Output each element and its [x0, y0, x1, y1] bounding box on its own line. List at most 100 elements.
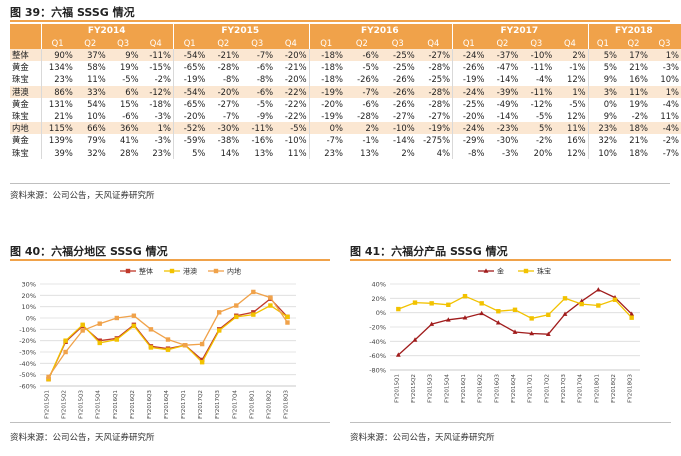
series-point: [80, 322, 85, 327]
series-point: [429, 301, 434, 306]
table-cell: -28%: [428, 98, 451, 109]
x-tick-label: FY2016Q1: [113, 390, 119, 419]
table-cell: -30%: [207, 122, 242, 135]
chart41-svg: -80% -60% -40% -20% 0% 20% 40% FY2015Q1 FY2015Q2…: [369, 267, 640, 403]
table-cell: -1%: [362, 135, 379, 146]
table-cell: -5%: [275, 122, 310, 135]
table-cell: -18%: [308, 49, 345, 62]
y-tick-label: -20%: [369, 324, 386, 332]
table-cell: -20%: [207, 85, 242, 98]
table-cell: -38%: [217, 135, 240, 146]
series-point: [234, 303, 239, 308]
series-point: [165, 337, 171, 342]
quarter-header: Q3: [380, 37, 417, 49]
x-tick-label: FY2018Q1: [249, 390, 255, 419]
x-tick-label: FY2017Q3: [215, 390, 221, 419]
table-cell: 39%: [41, 146, 75, 159]
chart41-bottom-rule: [350, 422, 671, 423]
table-source: 资料来源：公司公告，天风证券研究所: [10, 191, 155, 201]
table-cell: -52%: [172, 122, 208, 135]
fy-header: FY2015: [172, 24, 310, 37]
x-tick-label: FY2016Q4: [511, 374, 517, 403]
table-cell: 10%: [587, 146, 620, 159]
table-cell: 2%: [554, 49, 589, 62]
table-title-rule: [10, 20, 670, 22]
series-point: [217, 328, 222, 333]
table-cell: -6%: [362, 98, 379, 109]
table-cell: 10%: [87, 111, 106, 122]
x-tick-label: FY2017Q1: [181, 390, 187, 419]
table-cell: 16%: [567, 135, 586, 146]
series-point: [114, 315, 119, 321]
series-point: [629, 315, 634, 320]
table-cell: 58%: [87, 62, 106, 73]
table-cell: 134%: [41, 61, 75, 74]
table-cell: -18%: [308, 61, 345, 74]
y-tick-label: -30%: [19, 349, 36, 357]
quarter-header: Q2: [619, 37, 650, 49]
table-cell: -19%: [416, 122, 453, 135]
x-tick-label: FY2015Q3: [79, 390, 85, 419]
row-label: 珠宝: [12, 74, 29, 85]
series-point: [217, 310, 222, 315]
table-cell: -20%: [308, 97, 345, 110]
y-tick-label: -40%: [19, 360, 36, 368]
x-tick-label: FY2017Q3: [561, 374, 567, 403]
table-cell: 28%: [119, 147, 139, 158]
table-cell: -54%: [172, 49, 208, 62]
table-cell: -1%: [569, 62, 586, 73]
table-cell: -22%: [275, 85, 310, 98]
table-cell: -19%: [308, 109, 345, 123]
row-label: 港澳: [10, 85, 42, 98]
table-cell: -2%: [631, 111, 648, 122]
series-point: [148, 327, 154, 332]
table-cell: 54%: [87, 98, 106, 109]
table-cell: -5%: [122, 74, 139, 85]
quarter-header: Q1: [587, 37, 620, 49]
quarter-header: Q1: [452, 37, 487, 49]
table-cell: -11%: [140, 49, 174, 62]
series-point: [395, 352, 401, 357]
table-cell: 1%: [649, 85, 681, 98]
series-point: [199, 341, 205, 347]
series-point: [251, 289, 256, 295]
quarter-header: Q3: [649, 37, 681, 49]
table-cell: -7%: [308, 134, 345, 147]
table-cell: 33%: [74, 85, 108, 98]
table-cell: 14%: [220, 147, 240, 158]
table-cell: -4%: [662, 98, 679, 109]
table-cell: -19%: [172, 73, 208, 86]
table-row: 黄金 131% 54% 15% -18% -65% -27% -5% -22% -20% -6% -2…: [10, 97, 681, 110]
y-tick-label: 10%: [22, 303, 36, 311]
row-label: 内地: [10, 122, 42, 135]
table-cell: -8%: [452, 146, 487, 159]
table-cell: -49%: [496, 98, 519, 109]
series-point: [479, 301, 484, 306]
series-point: [596, 303, 601, 308]
table-cell: 1%: [554, 85, 589, 98]
table-cell: 2%: [401, 147, 415, 158]
table-cell: 131%: [41, 97, 75, 110]
table-row: 珠宝 39% 32% 28% 23% 5% 14% 13% 11% 23% 13% 2% 4% -8% -3…: [10, 146, 681, 159]
x-tick-label: FY2015Q1: [45, 390, 51, 419]
table-cell: -11%: [530, 62, 553, 73]
series-point: [446, 302, 451, 307]
table-cell: 5%: [520, 122, 555, 135]
series-point: [285, 314, 290, 320]
table-cell: -27%: [393, 111, 415, 122]
series-point: [131, 323, 137, 329]
x-tick-label: FY2016Q3: [494, 374, 500, 403]
x-tick-label: FY2017Q1: [528, 374, 534, 403]
table-cell: 16%: [629, 74, 648, 85]
series-point: [612, 297, 618, 302]
series-point: [595, 287, 601, 292]
quarter-header: Q3: [107, 37, 141, 49]
series-point: [579, 301, 584, 307]
table-row: 内地 115% 66% 36% 1% -52% -30% -11% -5% 0% 2% -10% -19…: [10, 122, 681, 135]
table-cell: 23%: [587, 122, 620, 135]
table-cell: -4%: [535, 74, 553, 85]
table-cell: -3%: [154, 135, 171, 146]
quarter-header: Q4: [275, 37, 310, 49]
table-cell: 5%: [172, 146, 208, 159]
fy-header: FY2017: [452, 24, 589, 37]
